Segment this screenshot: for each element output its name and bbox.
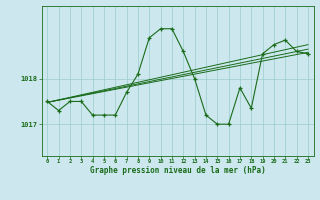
X-axis label: Graphe pression niveau de la mer (hPa): Graphe pression niveau de la mer (hPa) [90, 166, 266, 175]
